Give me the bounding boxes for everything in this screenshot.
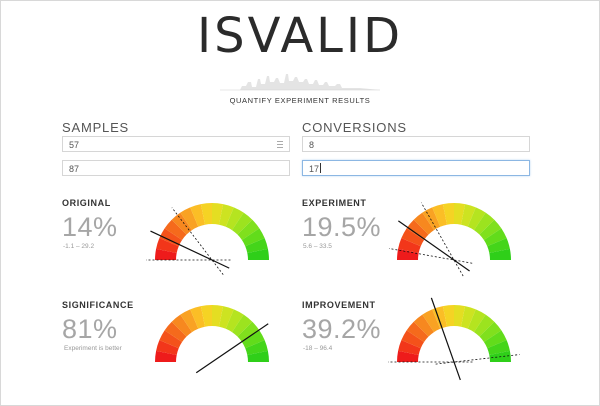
gauge-segment — [454, 203, 466, 225]
gauge-segment — [432, 204, 447, 227]
skyline-decoration — [220, 74, 380, 91]
gauge-segment — [237, 219, 260, 240]
gauge-segment — [155, 350, 177, 362]
gauge-segment — [180, 309, 199, 333]
improvement-title: IMPROVEMENT — [302, 300, 376, 310]
gauge-segment — [406, 321, 429, 342]
conversions-experiment-input[interactable]: 17 — [302, 160, 530, 176]
gauge-segment — [461, 204, 476, 227]
page-subtitle: QUANTIFY EXPERIMENT RESULTS — [229, 96, 371, 105]
gauge-segment — [461, 306, 476, 329]
gauge-segment — [241, 330, 265, 349]
gauge-segment — [225, 207, 244, 231]
significance-value: 81% — [62, 314, 118, 344]
spinner-icon[interactable] — [277, 141, 283, 148]
gauge-needle — [430, 297, 461, 381]
gauge-segment — [467, 207, 486, 231]
gauge-segment — [171, 314, 192, 337]
significance-title: SIGNIFICANCE — [62, 300, 134, 310]
experiment-range: 5.6 – 33.5 — [303, 243, 332, 250]
gauge-segment — [247, 248, 269, 260]
samples-experiment-input[interactable]: 87 — [62, 160, 290, 176]
gauge-segment — [479, 219, 502, 240]
significance-gauge — [155, 305, 269, 374]
gauge-segment — [200, 305, 212, 327]
gauge-segment — [401, 330, 425, 349]
gauge-segment — [413, 314, 434, 337]
gauge-segment — [422, 309, 441, 333]
gauge-segment — [247, 350, 269, 362]
gauge-segment — [245, 340, 268, 355]
gauge-segment — [487, 238, 510, 253]
conversions-label: CONVERSIONS — [302, 120, 407, 135]
gauge-needle — [195, 323, 269, 374]
gauge-segment — [479, 321, 502, 342]
original-value: 14% — [62, 212, 118, 242]
gauge-segment — [180, 207, 199, 231]
gauge-segment — [200, 203, 212, 225]
gauge-segment — [164, 321, 187, 342]
gauge-segment — [245, 238, 268, 253]
gauge-segment — [483, 330, 507, 349]
app-logo: ISVALID — [196, 8, 404, 64]
gauge-needle — [150, 230, 230, 269]
gauge-segment — [225, 309, 244, 333]
gauge-segment — [397, 248, 419, 260]
gauge-segment — [232, 212, 253, 235]
experiment-title: EXPERIMENT — [302, 198, 367, 208]
gauge-segment — [467, 309, 486, 333]
gauge-segment — [190, 306, 205, 329]
gauge-segment — [413, 212, 434, 235]
gauge-segment — [156, 238, 179, 253]
gauge-segment — [171, 212, 192, 235]
gauge-segment — [483, 228, 507, 247]
gauge-segment — [241, 228, 265, 247]
gauge-segment — [489, 248, 511, 260]
text-caret — [320, 163, 322, 173]
original-gauge — [146, 203, 269, 275]
samples-original-value: 57 — [69, 140, 80, 150]
gauge-segment — [212, 305, 224, 327]
experiment-gauge — [388, 202, 511, 277]
significance-caption: Experiment is better — [64, 345, 122, 352]
gauge-segment — [159, 228, 183, 247]
gauge-segment — [474, 314, 495, 337]
gauge-segment — [474, 212, 495, 235]
samples-label: SAMPLES — [62, 120, 130, 135]
gauge-segment — [232, 314, 253, 337]
gauge-segment — [237, 321, 260, 342]
gauge-segment — [397, 350, 419, 362]
gauge-segment — [487, 340, 510, 355]
gauge-needle — [398, 220, 470, 272]
gauge-segment — [401, 228, 425, 247]
gauge-segment — [454, 305, 466, 327]
samples-experiment-value: 87 — [69, 164, 80, 174]
gauge-segment — [219, 204, 234, 227]
original-range: -1.1 – 29.2 — [63, 243, 95, 250]
gauge-segment — [398, 340, 421, 355]
gauge-segment — [442, 305, 454, 327]
gauge-segment — [442, 203, 454, 225]
gauge-segment — [156, 340, 179, 355]
conversions-original-input[interactable]: 8 — [302, 136, 530, 152]
gauge-segment — [164, 219, 187, 240]
improvement-value: 39.2% — [302, 314, 382, 344]
improvement-range: -18 – 96.4 — [303, 345, 333, 352]
gauge-segment — [219, 306, 234, 329]
gauge-segment — [190, 204, 205, 227]
samples-original-input[interactable]: 57 — [62, 136, 290, 152]
experiment-value: 19.5% — [302, 212, 382, 242]
gauge-segment — [159, 330, 183, 349]
gauge-segment — [212, 203, 224, 225]
conversions-original-value: 8 — [309, 140, 315, 150]
gauge-segment — [406, 219, 429, 240]
gauge-segment — [155, 248, 177, 260]
original-title: ORIGINAL — [62, 198, 111, 208]
improvement-gauge — [388, 297, 520, 381]
gauge-segment — [398, 238, 421, 253]
conversions-experiment-value: 17 — [309, 164, 320, 174]
